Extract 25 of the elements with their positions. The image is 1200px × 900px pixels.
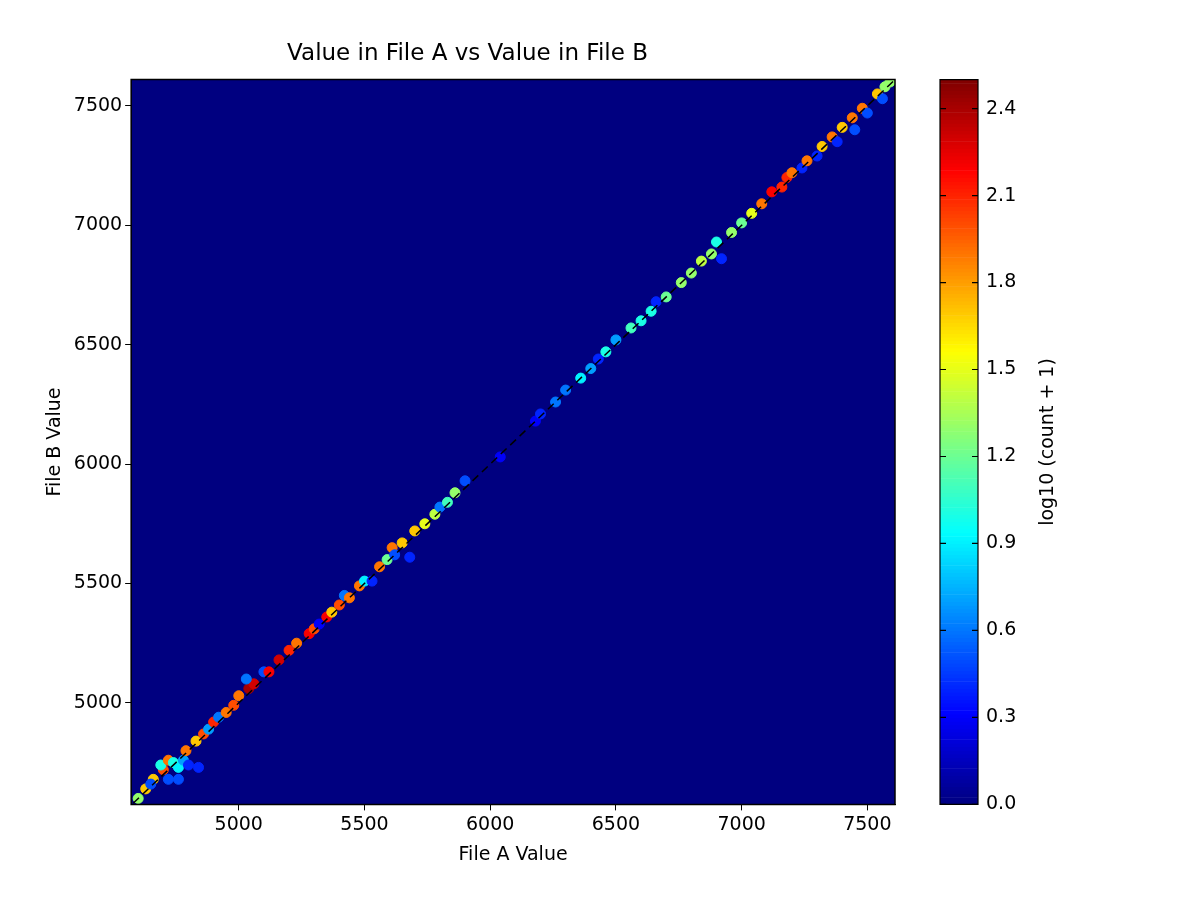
x-tick-label: 7500 [843,811,892,834]
y-tick-label: 6000 [73,451,123,474]
chart-title: Value in File A vs Value in File B [287,38,648,65]
y-tick-label: 5000 [73,689,123,712]
y-tick-label: 5500 [73,570,123,593]
x-axis-title: File A Value [458,841,568,864]
color-bar-title: log10 (count + 1) [1034,358,1057,526]
x-tick-label: 5500 [340,811,389,834]
x-tick-label: 6500 [591,811,641,834]
color-bar-label: 1.5 [986,356,1017,379]
color-bar-label: 0.3 [986,704,1017,727]
y-axis-title: File B Value [42,387,65,497]
color-bar-label: 1.2 [986,443,1017,466]
y-tick-label: 7000 [73,212,123,235]
y-tick-label: 7500 [73,92,123,115]
x-tick-label: 5000 [214,811,263,834]
color-bar-label: 0.0 [986,791,1017,814]
color-bar-label: 2.4 [986,95,1017,118]
color-bar-label: 0.6 [986,617,1017,640]
color-bar-label: 0.9 [986,530,1017,553]
color-bar-label: 2.1 [986,182,1017,205]
color-bar-label: 1.8 [986,269,1017,292]
x-tick-label: 6000 [466,811,515,834]
x-tick-label: 7000 [717,811,766,834]
y-tick-label: 6500 [73,331,123,354]
